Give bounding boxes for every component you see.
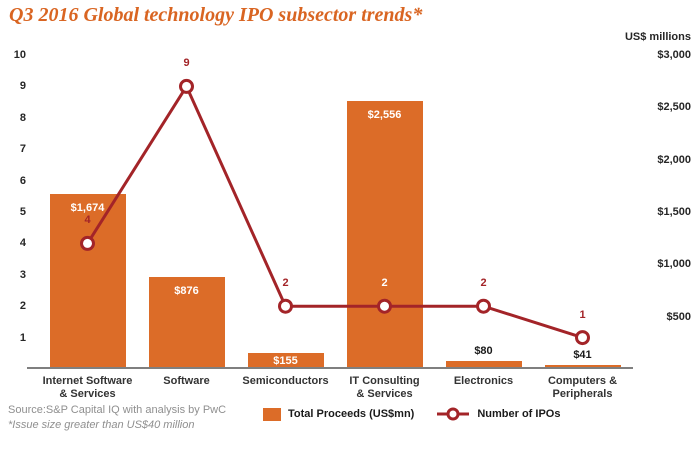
chart-title: Q3 2016 Global technology IPO subsector …: [9, 4, 423, 26]
category-label: Internet Software & Services: [42, 375, 133, 400]
ipo-marker-icon: [476, 298, 491, 314]
bar-value-label: $1,674: [70, 201, 105, 214]
ipo-count-label: 2: [381, 277, 388, 290]
bar-value-label: $80: [474, 344, 493, 357]
category-label: Semiconductors: [242, 375, 329, 387]
y-axis-left-tick: 3: [19, 268, 26, 281]
right-axis-title: US$ millions: [624, 31, 691, 43]
ipo-count-label: 1: [579, 308, 586, 321]
ipo-marker-icon: [278, 298, 293, 314]
legend-bar-label: Total Proceeds (US$mn): [288, 408, 415, 420]
bar-value-label: $2,556: [367, 109, 402, 122]
proceeds-bar: [445, 360, 522, 369]
proceeds-bar: [346, 101, 423, 369]
ipo-count-label: 4: [84, 214, 91, 227]
source-text: Source:S&P Capital IQ with analysis by P…: [8, 404, 227, 416]
y-axis-right-tick: $3,000: [657, 49, 691, 61]
y-axis-right-tick: $500: [666, 310, 691, 323]
legend-bar-swatch-icon: [263, 407, 281, 421]
y-axis-left-tick: 7: [19, 143, 26, 156]
y-axis-left-tick: 8: [19, 111, 26, 124]
ipo-marker-icon: [179, 78, 194, 94]
legend-line-swatch-icon: [437, 407, 470, 421]
y-axis-left-tick: 6: [19, 174, 26, 187]
proceeds-bar: [247, 352, 324, 369]
ipo-marker-icon: [575, 330, 590, 346]
ipo-count-label: 9: [183, 57, 190, 70]
y-axis-right-tick: $1,000: [657, 258, 691, 271]
ipo-count-label: 2: [282, 277, 289, 290]
ipo-count-label: 2: [480, 277, 487, 290]
y-axis-left-tick: 5: [19, 206, 26, 218]
y-axis-right-tick: $2,500: [657, 101, 691, 114]
bar-value-label: $876: [174, 285, 199, 298]
proceeds-bar: [544, 364, 621, 369]
y-axis-right-tick: $1,500: [657, 206, 691, 218]
y-axis-left-tick: 9: [19, 80, 26, 93]
y-axis-left-tick: 4: [19, 237, 26, 250]
y-axis-left-tick: 10: [13, 49, 26, 61]
category-label: Electronics: [453, 375, 514, 387]
category-label: IT Consulting & Services: [349, 375, 420, 400]
bar-value-label: $41: [573, 348, 592, 361]
x-axis-line: [27, 367, 633, 369]
category-label: Software: [163, 375, 210, 387]
legend: Total Proceeds (US$mn) Number of IPOs: [263, 406, 560, 422]
bar-value-label: $155: [273, 354, 298, 367]
category-label: Computers & Peripherals: [547, 375, 618, 400]
y-axis-left-tick: 2: [19, 300, 26, 313]
y-axis-left-tick: 1: [19, 331, 26, 344]
footnote-text: *Issue size greater than US$40 million: [8, 419, 195, 431]
legend-line-label: Number of IPOs: [477, 408, 561, 420]
y-axis-right-tick: $2,000: [657, 153, 691, 166]
